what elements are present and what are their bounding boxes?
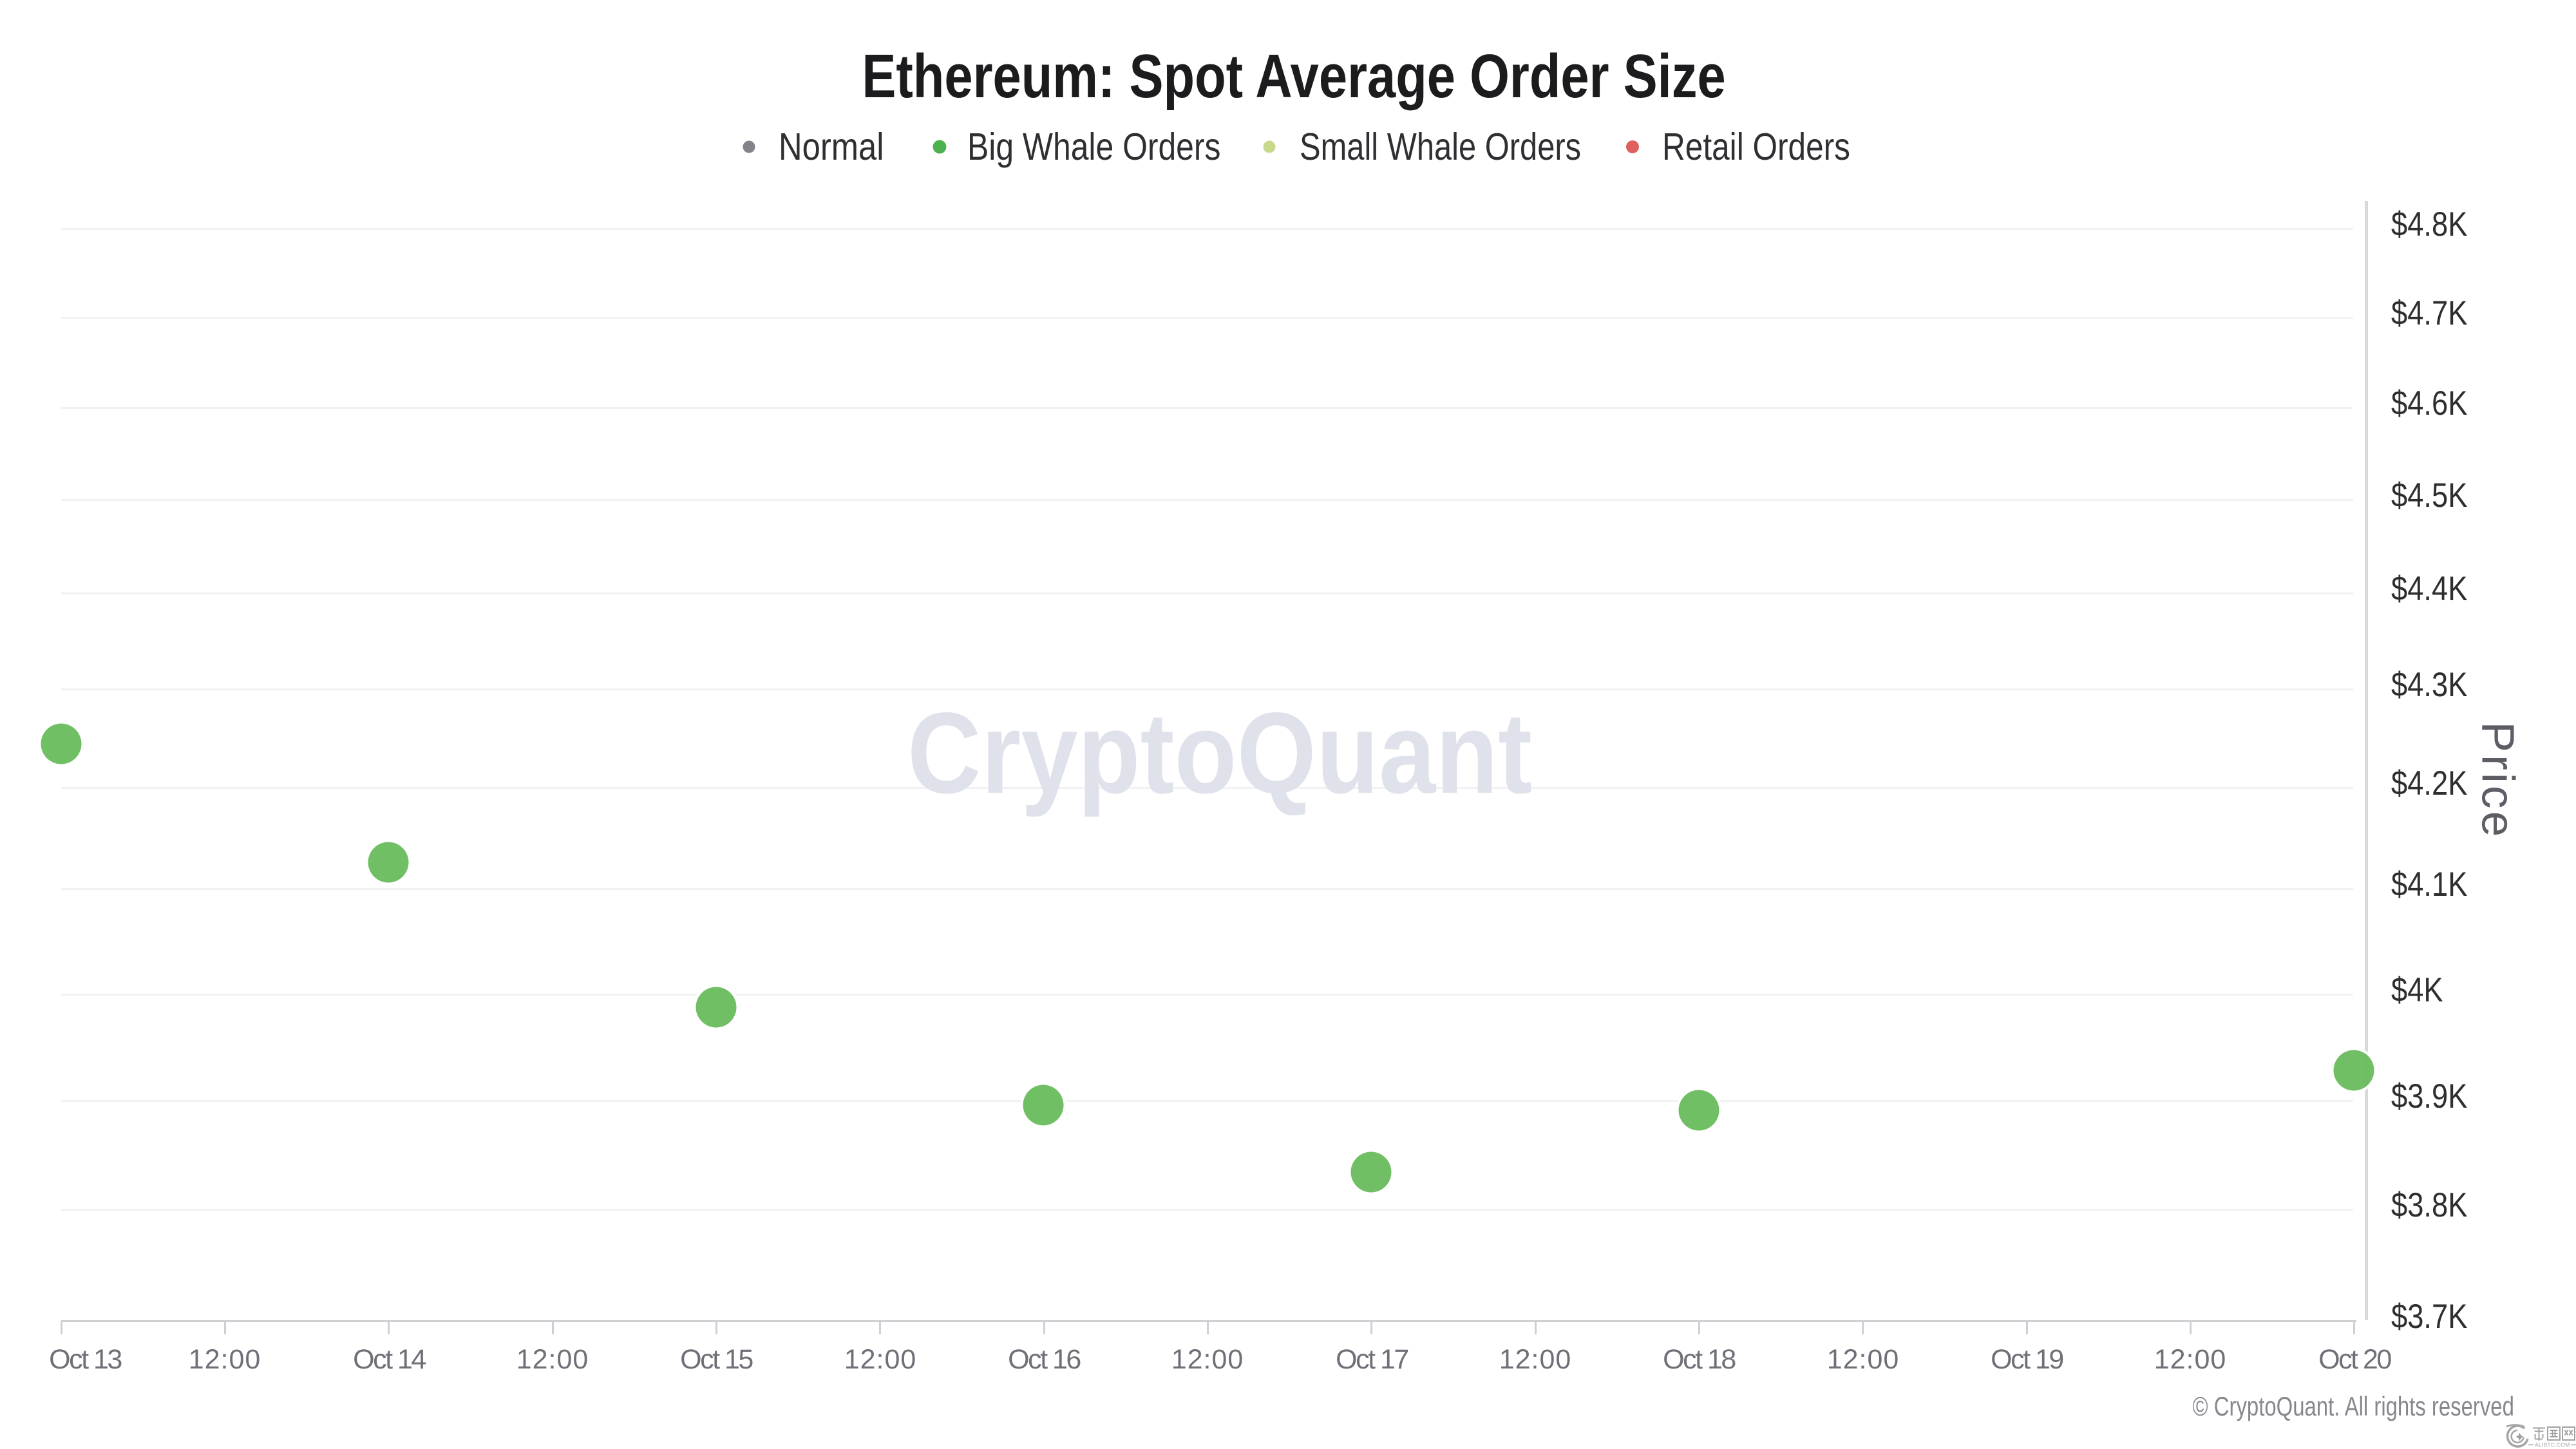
svg-text:ALIBTC.COM: ALIBTC.COM	[2535, 1442, 2570, 1448]
